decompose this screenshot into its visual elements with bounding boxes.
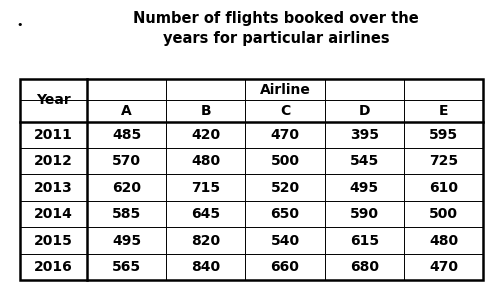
Text: 470: 470 [429,260,458,274]
Text: 495: 495 [112,233,141,248]
Text: 480: 480 [429,233,458,248]
Text: 715: 715 [191,181,220,195]
Text: 2012: 2012 [34,154,73,168]
Text: 2016: 2016 [34,260,72,274]
Text: 680: 680 [350,260,379,274]
Text: 2013: 2013 [34,181,72,195]
Text: 570: 570 [112,154,141,168]
Text: 500: 500 [429,207,458,221]
Text: 540: 540 [271,233,300,248]
Text: A: A [121,104,132,118]
Text: C: C [280,104,290,118]
Text: 565: 565 [112,260,141,274]
Text: Number of flights booked over the
years for particular airlines: Number of flights booked over the years … [133,11,419,46]
Text: 590: 590 [350,207,379,221]
Text: 545: 545 [350,154,379,168]
Text: 485: 485 [112,128,141,142]
Text: 615: 615 [350,233,379,248]
Text: 660: 660 [271,260,299,274]
Text: D: D [358,104,370,118]
Text: B: B [201,104,211,118]
Text: 595: 595 [429,128,458,142]
Text: 500: 500 [271,154,300,168]
Text: 420: 420 [191,128,220,142]
Text: 520: 520 [271,181,300,195]
Text: 585: 585 [112,207,141,221]
Text: 620: 620 [112,181,141,195]
Text: 820: 820 [191,233,220,248]
Text: E: E [439,104,448,118]
Text: 645: 645 [191,207,220,221]
Text: 395: 395 [350,128,379,142]
Text: 495: 495 [350,181,379,195]
Text: 2015: 2015 [34,233,73,248]
Text: 840: 840 [191,260,220,274]
Text: 610: 610 [429,181,458,195]
Text: Year: Year [36,93,70,107]
Text: Airline: Airline [260,83,311,97]
Text: 480: 480 [191,154,220,168]
Bar [20,79,483,280]
Text: 2011: 2011 [34,128,73,142]
Text: 650: 650 [271,207,300,221]
Text: •: • [16,20,23,30]
Text: 470: 470 [271,128,300,142]
Text: 725: 725 [429,154,458,168]
Text: 2014: 2014 [34,207,73,221]
